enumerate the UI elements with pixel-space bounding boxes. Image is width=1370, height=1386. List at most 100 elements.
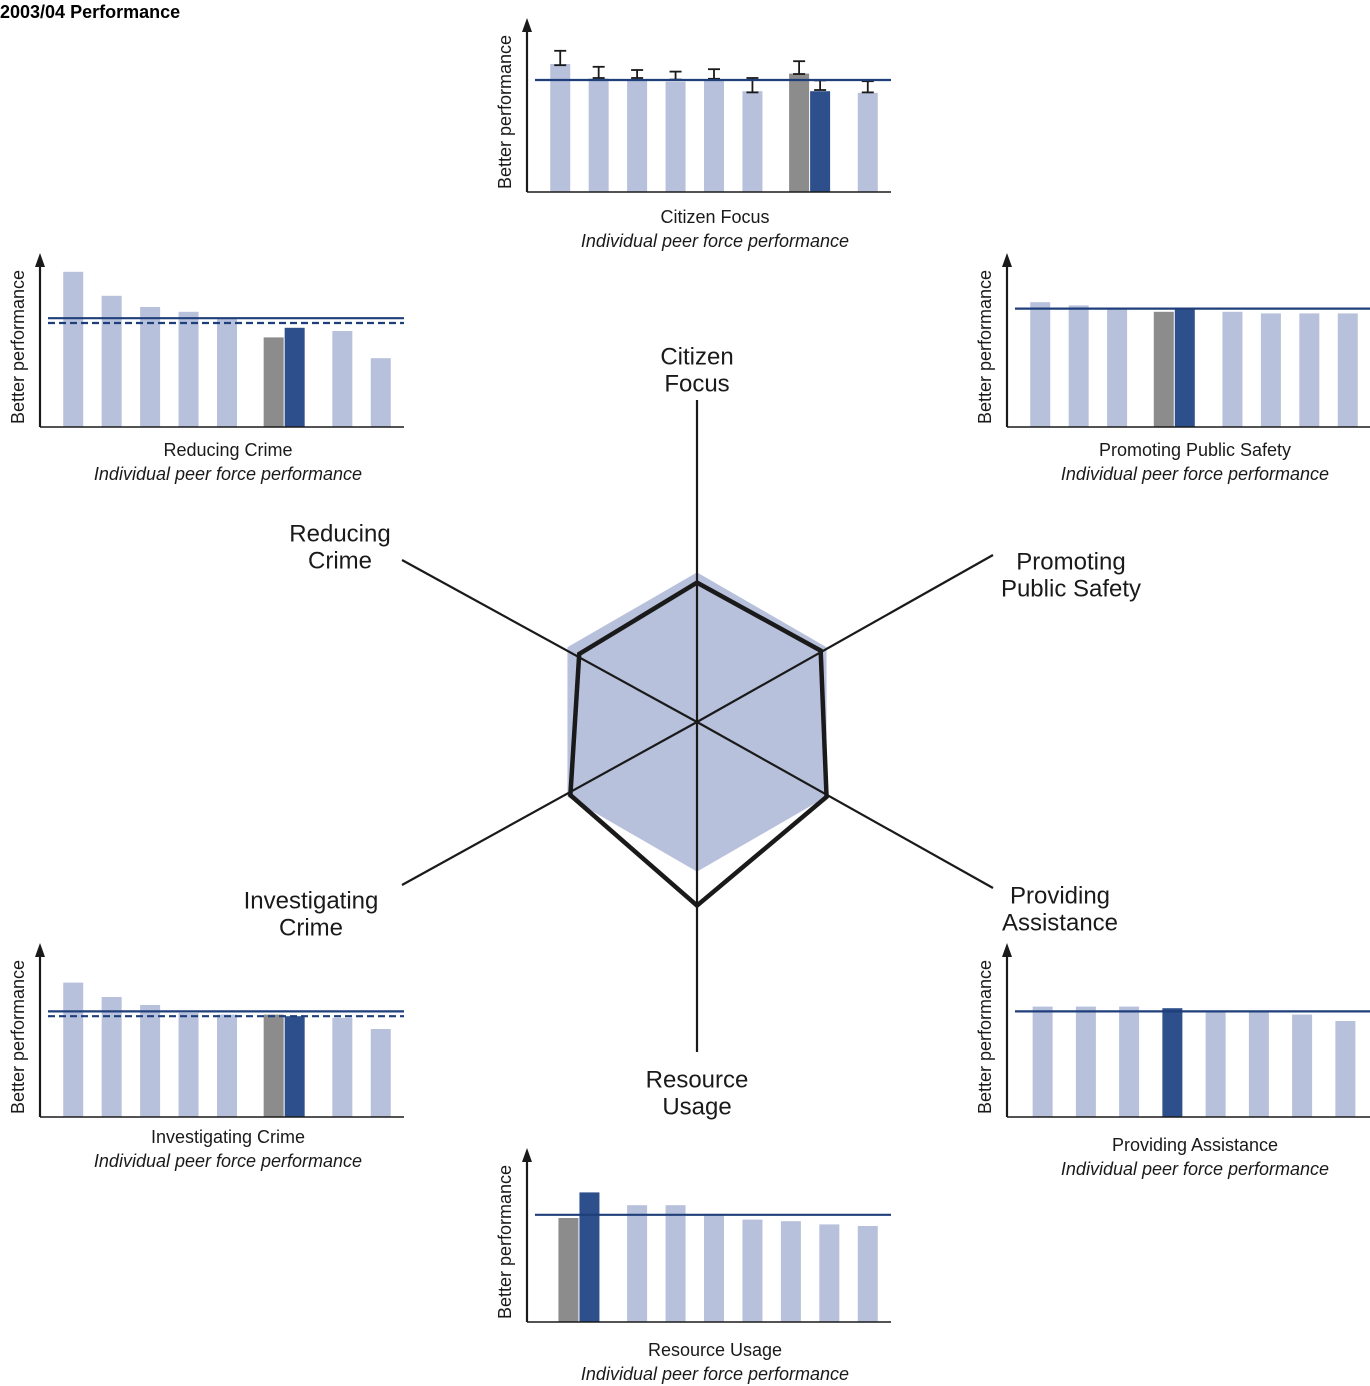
- bar-1: [558, 1218, 579, 1322]
- reducing-crime-chart: Better performance Reducing Crime Indivi…: [8, 235, 408, 484]
- error-bar-4: [669, 70, 682, 81]
- bar-4: [1153, 311, 1174, 427]
- bar-2: [579, 1192, 600, 1322]
- bar-4: [665, 81, 686, 192]
- bar-2: [588, 78, 609, 192]
- bar-2: [101, 997, 122, 1117]
- bar-7: [789, 73, 810, 192]
- bar-4: [178, 1013, 199, 1117]
- y-axis-arrow: [1002, 253, 1012, 267]
- bar-3: [627, 1205, 648, 1322]
- chart-title: Citizen Focus: [660, 207, 770, 227]
- bar-5: [704, 80, 724, 192]
- y-axis-arrow: [522, 1148, 532, 1162]
- bar-7: [1292, 1014, 1313, 1117]
- bar-1: [1030, 302, 1051, 427]
- radar-label-investigating-crime: Investigating: [244, 887, 379, 914]
- y-axis-label: Better performance: [495, 35, 515, 189]
- bar-3: [1119, 1006, 1140, 1117]
- bar-5: [217, 1014, 237, 1117]
- radar-label-citizen-focus: Focus: [664, 370, 729, 397]
- radar-label-citizen-focus: Citizen: [660, 343, 733, 370]
- resource-usage-chart: Better performance Resource Usage Indivi…: [495, 1130, 895, 1384]
- bar-3: [1107, 308, 1128, 427]
- bar-3: [140, 1005, 161, 1117]
- chart-subtitle: Individual peer force performance: [93, 464, 363, 484]
- providing-assistance-chart: Better performance Providing Assistance …: [975, 925, 1370, 1179]
- radar-label-investigating-crime: Crime: [279, 914, 343, 941]
- bar-6: [742, 91, 763, 192]
- bar-3: [627, 80, 648, 192]
- bar-5: [1205, 1011, 1226, 1117]
- bar-9: [857, 1226, 878, 1322]
- bar-7: [1260, 313, 1281, 427]
- chart-title: Providing Assistance: [1111, 1135, 1279, 1155]
- bar-6: [1222, 311, 1243, 427]
- bar-3: [140, 307, 161, 427]
- radar-label-providing-assistance: Assistance: [1002, 909, 1118, 936]
- bar-6: [263, 1014, 284, 1117]
- bar-1: [63, 982, 84, 1117]
- radar-force-outline: [568, 580, 829, 909]
- error-bar-5: [708, 68, 720, 80]
- chart-subtitle: Individual peer force performance: [580, 231, 850, 251]
- bar-9: [1337, 313, 1358, 427]
- bar-5: [704, 1214, 724, 1322]
- bar-7: [780, 1221, 801, 1322]
- promoting-public-safety-chart: Better performance Promoting Public Safe…: [975, 235, 1370, 484]
- chart-title: Investigating Crime: [150, 1127, 306, 1147]
- radar-label-promoting-public-safety: Public Safety: [1001, 575, 1141, 602]
- chart-subtitle: Individual peer force performance: [93, 1151, 363, 1171]
- y-axis-arrow: [35, 253, 45, 267]
- bar-4: [178, 311, 199, 427]
- bar-6: [742, 1219, 763, 1322]
- error-bar-1: [554, 49, 567, 67]
- bar-2: [101, 295, 122, 427]
- bar-1: [63, 271, 84, 427]
- error-bar-9: [861, 80, 874, 94]
- error-bar-3: [631, 69, 644, 79]
- investigating-crime-chart: Better performance Investigating Crime I…: [8, 925, 408, 1171]
- error-bar-7: [793, 60, 806, 75]
- y-axis-label: Better performance: [975, 270, 995, 424]
- spoke-investigating-crime: [401, 721, 698, 886]
- chart-title: Promoting Public Safety: [1098, 440, 1292, 460]
- radar-spokes: [401, 400, 994, 1052]
- bar-7: [284, 1016, 305, 1117]
- y-axis-label: Better performance: [495, 1165, 515, 1319]
- y-axis-label: Better performance: [8, 960, 28, 1114]
- bar-7: [284, 327, 305, 427]
- bar-9: [857, 92, 878, 192]
- chart-title: Reducing Crime: [163, 440, 293, 460]
- spoke-providing-assistance: [696, 721, 994, 889]
- bar-6: [1248, 1011, 1269, 1117]
- bar-1: [1032, 1006, 1053, 1117]
- y-axis-label: Better performance: [975, 960, 995, 1114]
- page-title: 2003/04 Performance: [0, 2, 181, 22]
- bar-8: [819, 1224, 840, 1322]
- bar-2: [1075, 1006, 1096, 1117]
- bar-1: [550, 64, 571, 192]
- radar-label-resource-usage: Usage: [662, 1093, 731, 1120]
- error-bar-8: [814, 79, 827, 91]
- bar-9: [370, 1029, 391, 1117]
- bar-8: [810, 91, 831, 192]
- citizen-focus-chart: Better performance Citizen Focus Individ…: [495, 0, 895, 251]
- spoke-promoting-public-safety: [696, 554, 994, 723]
- bar-5: [1174, 308, 1195, 427]
- y-axis-arrow: [1002, 943, 1012, 957]
- chart-subtitle: Individual peer force performance: [580, 1364, 850, 1384]
- bar-4: [1162, 1008, 1183, 1117]
- error-bar-2: [592, 65, 605, 79]
- bar-9: [370, 358, 391, 427]
- radar-label-providing-assistance: Providing: [1010, 882, 1110, 909]
- chart-subtitle: Individual peer force performance: [1060, 1159, 1330, 1179]
- bar-2: [1068, 305, 1089, 427]
- radar-label-reducing-crime: Crime: [308, 547, 372, 574]
- y-axis-arrow: [522, 18, 532, 32]
- y-axis-arrow: [35, 943, 45, 957]
- chart-subtitle: Individual peer force performance: [1060, 464, 1330, 484]
- bar-5: [217, 318, 237, 427]
